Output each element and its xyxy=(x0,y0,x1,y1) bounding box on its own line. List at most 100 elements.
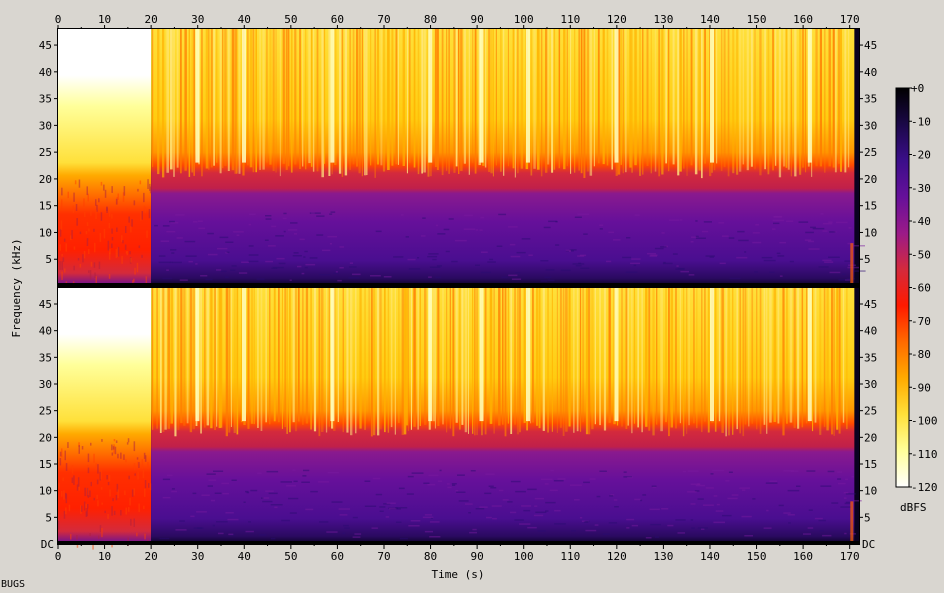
colorbar-tick-label: -50 xyxy=(911,248,931,261)
x-tick-label-bottom: 150 xyxy=(747,550,767,563)
x-tick-label-bottom: 90 xyxy=(471,550,484,563)
bright-gap xyxy=(330,288,335,422)
x-tick-label-top: 0 xyxy=(55,13,62,26)
x-tick-label-top: 120 xyxy=(607,13,627,26)
bright-gap xyxy=(330,29,335,163)
bright-gap xyxy=(526,288,530,422)
x-tick-label-bottom: 170 xyxy=(840,550,860,563)
y-tick-label-right: 45 xyxy=(864,298,877,311)
x-tick-label-top: 110 xyxy=(560,13,580,26)
colorbar-tick-label: -110 xyxy=(911,448,938,461)
x-tick-label-bottom: 10 xyxy=(98,550,111,563)
intro-region xyxy=(58,29,152,286)
x-tick-label-bottom: 0 xyxy=(55,550,62,563)
x-tick-label-top: 40 xyxy=(238,13,251,26)
colorbar-tick-label: -70 xyxy=(911,315,931,328)
x-tick-label-bottom: 40 xyxy=(238,550,251,563)
x-tick-label-top: 130 xyxy=(653,13,673,26)
x-tick-label-top: 30 xyxy=(191,13,204,26)
y-tick-label-left: 5 xyxy=(45,253,52,266)
y-tick-label-left: 20 xyxy=(39,431,52,444)
x-tick-label-top: 100 xyxy=(514,13,534,26)
channel-panel-1 xyxy=(57,28,866,292)
colorbar-tick-label: -30 xyxy=(911,182,931,195)
bright-gap xyxy=(428,29,433,163)
y-tick-label-right: 25 xyxy=(864,146,877,159)
bright-gap xyxy=(807,29,812,163)
x-tick-label-bottom: 100 xyxy=(514,550,534,563)
colorbar: +0 -10 -20 -30 -40 -50 -60 -70 -80 -90 -100 -110 -12… xyxy=(895,82,938,494)
x-tick-label-bottom: 20 xyxy=(145,550,158,563)
bright-gap xyxy=(428,288,433,422)
panel-frame xyxy=(57,287,860,545)
y-tick-label-right: 35 xyxy=(864,93,877,106)
x-tick-label-bottom: 80 xyxy=(424,550,437,563)
tail-spike xyxy=(850,501,854,545)
transient-streaks xyxy=(152,288,848,437)
x-tick-label-bottom: 120 xyxy=(607,550,627,563)
bright-gap xyxy=(242,29,246,163)
bright-gap xyxy=(614,288,619,422)
y-tick-label-left: 35 xyxy=(39,93,52,106)
x-tick-label-bottom: 160 xyxy=(793,550,813,563)
x-axis-bottom: 0 10 20 30 40 50 60 70 80 90 100 110 120 130 140 150 160… xyxy=(55,544,860,563)
bright-gap xyxy=(614,29,619,163)
y-tick-label-right: 15 xyxy=(864,458,877,471)
y-tick-label-left: 25 xyxy=(39,405,52,418)
x-tick-label-top: 150 xyxy=(747,13,767,26)
x-tick-label-top: 170 xyxy=(840,13,860,26)
colorbar-tick-label: -80 xyxy=(911,348,931,361)
x-tick-label-top: 10 xyxy=(98,13,111,26)
colorbar-tick-label: +0 xyxy=(911,82,924,95)
x-tick-label-bottom: 50 xyxy=(284,550,297,563)
colorbar-scale xyxy=(895,87,910,488)
x-tick-label-top: 90 xyxy=(471,13,484,26)
colorbar-tick-label: -100 xyxy=(911,415,938,428)
y-tick-label-right: 5 xyxy=(864,253,871,266)
y-tick-label-right: 5 xyxy=(864,511,871,524)
dc-line xyxy=(58,283,859,286)
x-tick-label-bottom: 130 xyxy=(653,550,673,563)
bright-gap xyxy=(807,288,812,422)
x-axis-top: 0 10 20 30 40 50 60 70 80 90 100 110 120 130 140 150 160… xyxy=(55,13,860,29)
x-tick-label-bottom: 30 xyxy=(191,550,204,563)
bright-gap xyxy=(195,288,200,422)
x-tick-label-top: 80 xyxy=(424,13,437,26)
dc-line xyxy=(58,541,859,544)
y-tick-label-right: 45 xyxy=(864,39,877,52)
y-tick-label-right: 20 xyxy=(864,431,877,444)
y-tick-label-left: 45 xyxy=(39,39,52,52)
intro-texture xyxy=(59,179,152,292)
y-axis-label: Frequency (kHz) xyxy=(10,238,23,337)
x-tick-label-bottom: 140 xyxy=(700,550,720,563)
x-tick-label-top: 60 xyxy=(331,13,344,26)
y-tick-label-left: 15 xyxy=(39,458,52,471)
y-tick-label-right: 15 xyxy=(864,200,877,213)
colorbar-label: dBFS xyxy=(900,501,927,514)
y-tick-label-right: 10 xyxy=(864,485,877,498)
colorbar-tick-label: -20 xyxy=(911,149,931,162)
y-tick-label-right: 20 xyxy=(864,173,877,186)
bright-gap xyxy=(479,288,484,422)
y-tick-label-left: 5 xyxy=(45,511,52,524)
x-tick-label-top: 70 xyxy=(377,13,390,26)
y-tick-label-left: 25 xyxy=(39,146,52,159)
y-tick-label-left: 45 xyxy=(39,298,52,311)
colorbar-tick-label: -60 xyxy=(911,282,931,295)
colorbar-tick-label: -120 xyxy=(911,481,938,494)
y-tick-label-left: 40 xyxy=(39,325,52,338)
y-tick-label-right: 30 xyxy=(864,378,877,391)
colorbar-tick-label: -10 xyxy=(911,115,931,128)
y-tick-label-left: 35 xyxy=(39,351,52,364)
x-tick-label-bottom: 60 xyxy=(331,550,344,563)
bright-gap xyxy=(526,29,530,163)
y-baseline-label-right: DC xyxy=(862,538,875,551)
y-tick-label-left: 30 xyxy=(39,119,52,132)
intro-region xyxy=(58,288,152,544)
tail-spike xyxy=(850,243,854,286)
y-tick-label-left: 30 xyxy=(39,378,52,391)
bright-gap xyxy=(710,288,714,422)
y-baseline-label-left: DC xyxy=(41,538,54,551)
x-tick-label-top: 160 xyxy=(793,13,813,26)
channel-panels xyxy=(57,28,866,550)
